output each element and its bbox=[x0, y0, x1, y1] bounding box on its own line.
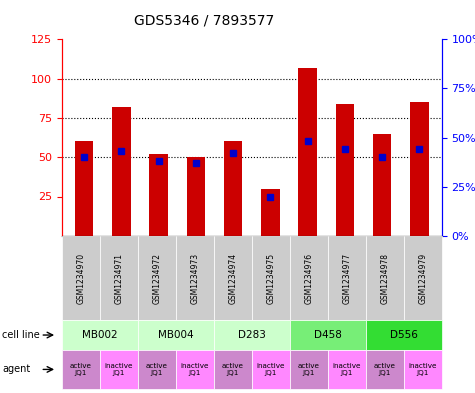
Text: inactive
JQ1: inactive JQ1 bbox=[104, 363, 133, 376]
Text: MB004: MB004 bbox=[158, 330, 194, 340]
Text: active
JQ1: active JQ1 bbox=[374, 363, 396, 376]
Text: active
JQ1: active JQ1 bbox=[146, 363, 168, 376]
Bar bbox=[75, 141, 94, 236]
Text: agent: agent bbox=[2, 364, 30, 375]
Text: GSM1234978: GSM1234978 bbox=[380, 253, 389, 303]
Text: GSM1234979: GSM1234979 bbox=[418, 252, 427, 304]
Bar bbox=[373, 134, 391, 236]
Bar bbox=[187, 157, 205, 236]
Bar bbox=[149, 154, 168, 236]
Text: GSM1234973: GSM1234973 bbox=[190, 252, 199, 304]
Text: cell line: cell line bbox=[2, 330, 40, 340]
Text: inactive
JQ1: inactive JQ1 bbox=[408, 363, 437, 376]
Text: GSM1234976: GSM1234976 bbox=[304, 252, 313, 304]
Text: active
JQ1: active JQ1 bbox=[222, 363, 244, 376]
Bar bbox=[335, 104, 354, 236]
Text: GSM1234977: GSM1234977 bbox=[342, 252, 351, 304]
Text: GDS5346 / 7893577: GDS5346 / 7893577 bbox=[134, 14, 275, 28]
Bar bbox=[112, 107, 131, 236]
Text: GSM1234970: GSM1234970 bbox=[76, 252, 85, 304]
Text: inactive
JQ1: inactive JQ1 bbox=[180, 363, 209, 376]
Bar bbox=[261, 189, 280, 236]
Text: D283: D283 bbox=[238, 330, 266, 340]
Text: D458: D458 bbox=[314, 330, 342, 340]
Text: GSM1234974: GSM1234974 bbox=[228, 252, 237, 304]
Bar bbox=[298, 68, 317, 236]
Text: GSM1234975: GSM1234975 bbox=[266, 252, 275, 304]
Text: GSM1234971: GSM1234971 bbox=[114, 253, 123, 303]
Text: inactive
JQ1: inactive JQ1 bbox=[256, 363, 285, 376]
Text: D556: D556 bbox=[390, 330, 418, 340]
Text: active
JQ1: active JQ1 bbox=[298, 363, 320, 376]
Text: GSM1234972: GSM1234972 bbox=[152, 253, 161, 303]
Text: inactive
JQ1: inactive JQ1 bbox=[332, 363, 361, 376]
Text: active
JQ1: active JQ1 bbox=[70, 363, 92, 376]
Bar bbox=[410, 102, 429, 236]
Text: MB002: MB002 bbox=[82, 330, 118, 340]
Bar bbox=[224, 141, 242, 236]
